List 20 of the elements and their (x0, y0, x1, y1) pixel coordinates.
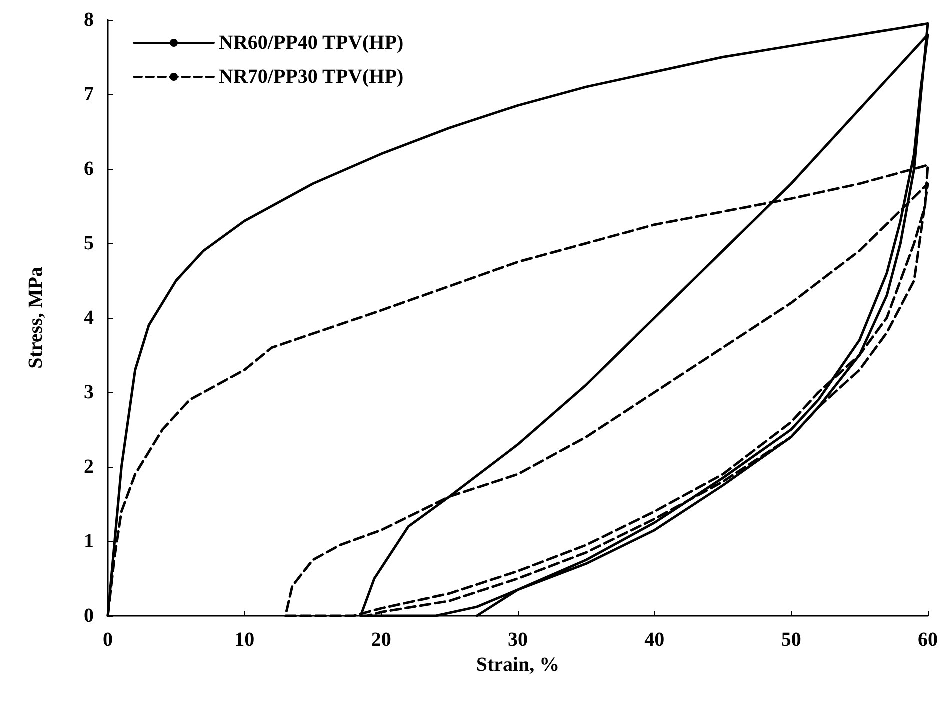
y-tick-label: 8 (84, 9, 94, 31)
y-tick-label: 4 (84, 307, 94, 329)
legend-label: NR60/PP40 TPV(HP) (219, 32, 404, 54)
x-tick-label: 40 (644, 629, 665, 651)
y-tick-label: 6 (84, 158, 94, 180)
legend-label: NR70/PP30 TPV(HP) (219, 66, 404, 88)
y-tick-label: 5 (84, 232, 94, 254)
y-tick-label: 0 (84, 605, 94, 627)
x-axis-title: Strain, % (476, 654, 560, 676)
x-tick-label: 30 (508, 629, 528, 651)
y-tick-label: 2 (84, 456, 94, 478)
x-tick-label: 0 (103, 629, 113, 651)
y-tick-label: 3 (84, 382, 94, 404)
x-tick-label: 20 (371, 629, 392, 651)
x-tick-label: 10 (234, 629, 255, 651)
x-tick-label: 50 (781, 629, 802, 651)
y-axis-title: Stress, MPa (25, 267, 47, 369)
y-tick-label: 1 (84, 530, 94, 552)
x-tick-label: 60 (918, 629, 938, 651)
y-tick-label: 7 (84, 84, 94, 106)
